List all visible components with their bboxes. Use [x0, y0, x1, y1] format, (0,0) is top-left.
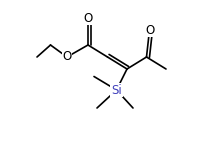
Text: O: O	[62, 51, 72, 63]
Text: O: O	[83, 12, 93, 24]
Text: Si: Si	[111, 84, 122, 96]
Text: O: O	[145, 24, 154, 36]
